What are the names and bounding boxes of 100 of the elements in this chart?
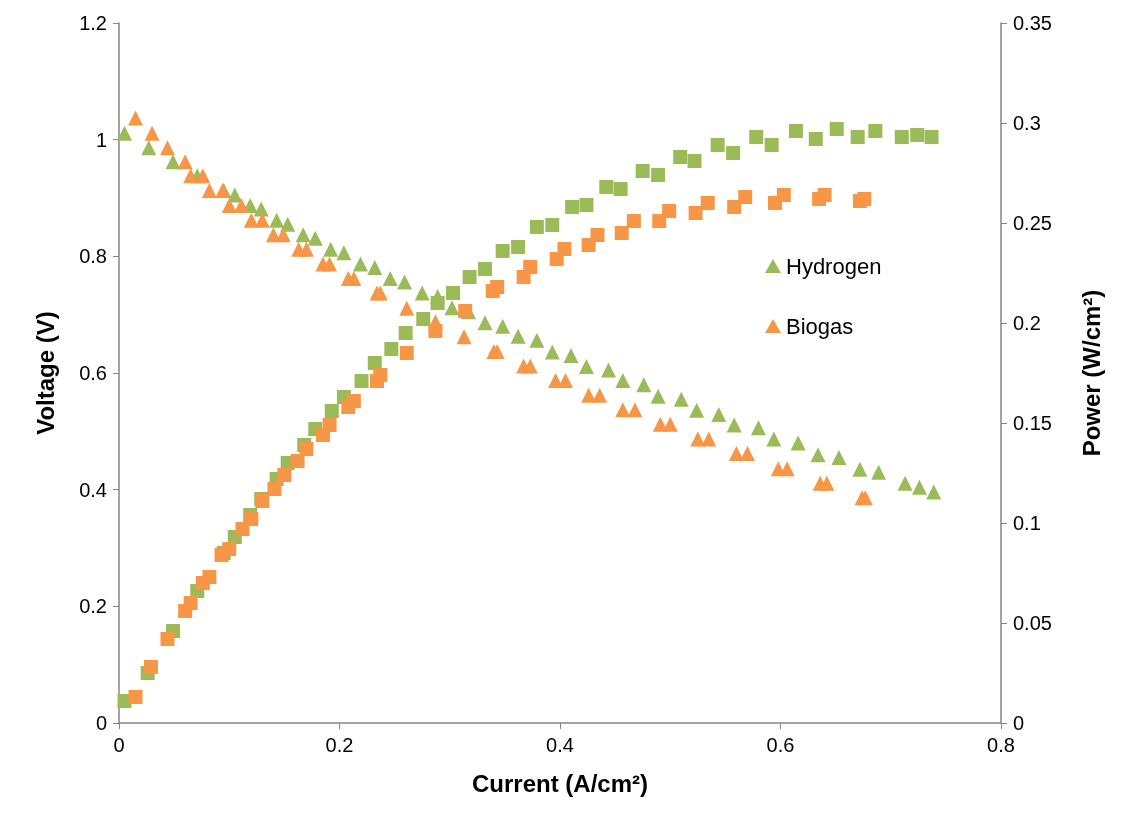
point bbox=[495, 318, 511, 334]
point bbox=[871, 464, 887, 480]
point bbox=[414, 285, 430, 301]
point bbox=[202, 570, 217, 584]
point bbox=[558, 373, 574, 389]
point bbox=[926, 484, 942, 500]
point bbox=[808, 132, 823, 146]
y-tick-label: 1.2 bbox=[79, 12, 107, 34]
point bbox=[277, 468, 292, 482]
point bbox=[911, 479, 927, 495]
point bbox=[581, 387, 597, 403]
y-axis-title: Voltage (V) bbox=[31, 311, 59, 435]
point bbox=[298, 241, 314, 257]
point bbox=[233, 198, 249, 214]
legend-label: Biogas bbox=[786, 313, 854, 339]
x-axis-title: Current (A/cm²) bbox=[471, 769, 649, 797]
y-tick-label: 1 bbox=[95, 128, 107, 151]
point bbox=[444, 300, 460, 316]
point bbox=[726, 417, 742, 433]
point bbox=[128, 690, 143, 704]
point bbox=[615, 402, 631, 418]
point bbox=[614, 226, 629, 240]
point bbox=[687, 154, 702, 168]
point bbox=[529, 220, 544, 234]
point bbox=[764, 138, 779, 152]
point bbox=[601, 362, 617, 378]
point bbox=[726, 146, 741, 160]
point bbox=[727, 200, 742, 214]
point bbox=[201, 182, 217, 198]
point bbox=[397, 274, 413, 290]
point bbox=[700, 196, 715, 210]
point bbox=[267, 482, 282, 496]
y2-tick-label: 0.05 bbox=[1013, 612, 1052, 634]
point bbox=[579, 198, 594, 212]
point bbox=[857, 192, 872, 206]
point bbox=[673, 150, 688, 164]
point bbox=[254, 212, 270, 228]
point bbox=[117, 125, 133, 141]
y2-tick-label: 0.3 bbox=[1013, 112, 1041, 134]
point bbox=[144, 125, 160, 141]
x-tick-label: 0 bbox=[113, 734, 125, 756]
point bbox=[275, 227, 291, 243]
y2-axis-title: Power (W/cm²) bbox=[1077, 289, 1105, 457]
point bbox=[399, 300, 415, 316]
point bbox=[766, 431, 782, 447]
point bbox=[831, 450, 847, 466]
point bbox=[322, 256, 338, 272]
point bbox=[141, 140, 157, 156]
point bbox=[788, 124, 803, 138]
point bbox=[673, 391, 689, 407]
y-tick-label: 0.2 bbox=[79, 595, 107, 618]
point bbox=[367, 356, 382, 370]
point bbox=[563, 348, 579, 363]
point bbox=[810, 447, 826, 463]
point bbox=[829, 122, 844, 136]
point bbox=[456, 329, 472, 345]
point bbox=[290, 454, 305, 468]
x-tick-label: 0.8 bbox=[987, 734, 1015, 756]
point bbox=[299, 442, 314, 456]
point bbox=[399, 346, 414, 360]
y-tick-label: 0.4 bbox=[79, 478, 107, 501]
point bbox=[446, 286, 461, 300]
point bbox=[910, 128, 925, 142]
point bbox=[850, 130, 865, 144]
point bbox=[615, 373, 631, 389]
point bbox=[243, 212, 259, 228]
point bbox=[373, 368, 388, 382]
point bbox=[510, 328, 526, 344]
point bbox=[324, 404, 339, 418]
legend-label: Hydrogen bbox=[786, 253, 882, 279]
point bbox=[428, 324, 443, 338]
point bbox=[280, 216, 296, 232]
point bbox=[565, 200, 580, 214]
point bbox=[336, 245, 352, 261]
point bbox=[177, 154, 193, 170]
point bbox=[523, 260, 538, 274]
point bbox=[924, 130, 939, 144]
point bbox=[728, 446, 744, 461]
point bbox=[477, 315, 493, 331]
point bbox=[416, 312, 431, 326]
point bbox=[307, 230, 323, 246]
point bbox=[662, 204, 677, 218]
point bbox=[688, 206, 703, 220]
y-tick-label: 0.6 bbox=[79, 362, 107, 384]
y2-tick-label: 0 bbox=[1013, 712, 1025, 734]
point bbox=[128, 110, 144, 126]
point bbox=[222, 542, 237, 556]
x-tick-label: 0.4 bbox=[546, 734, 574, 756]
point bbox=[382, 271, 398, 286]
point bbox=[613, 182, 628, 196]
point bbox=[817, 188, 832, 202]
x-tick-label: 0.6 bbox=[766, 734, 795, 756]
point bbox=[852, 461, 868, 477]
y-tick-label: 0 bbox=[95, 712, 107, 734]
point bbox=[221, 198, 237, 214]
y2-tick-label: 0.2 bbox=[1013, 312, 1041, 334]
point bbox=[462, 270, 477, 284]
point bbox=[544, 344, 560, 360]
point bbox=[868, 124, 883, 138]
point bbox=[701, 431, 717, 447]
